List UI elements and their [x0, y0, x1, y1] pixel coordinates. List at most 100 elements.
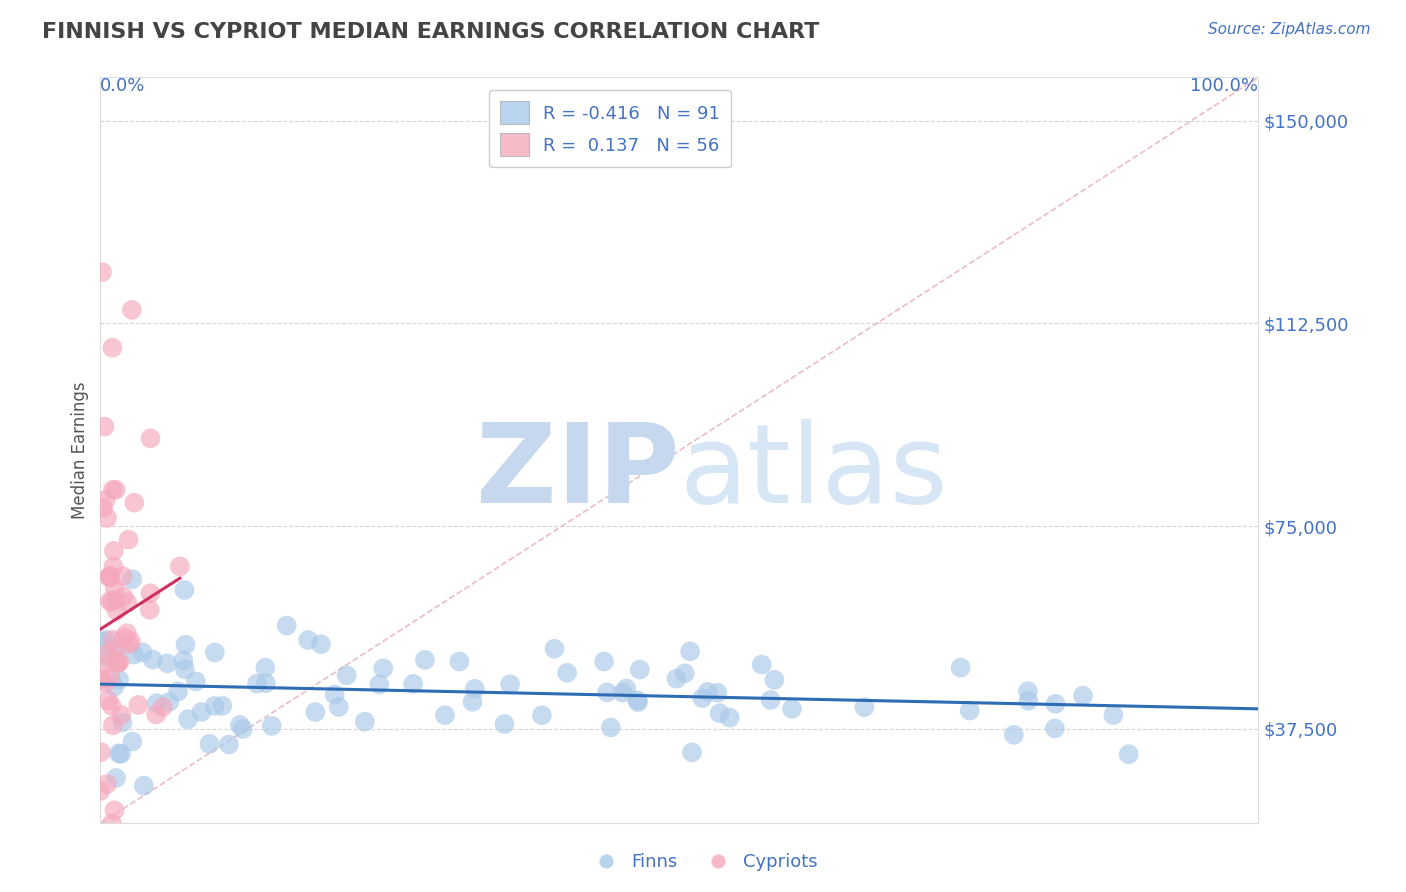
Point: [1071, 689, 1094, 703]
Point: [614, 681, 637, 696]
Point: [177, 712, 200, 726]
Point: [101, 718, 124, 732]
Point: [156, 657, 179, 671]
Y-axis label: Median Earnings: Median Earnings: [72, 382, 89, 519]
Point: [96, 647, 118, 661]
Point: [627, 695, 650, 709]
Point: [94, 492, 117, 507]
Point: [103, 559, 125, 574]
Point: [100, 698, 122, 713]
Point: [111, 715, 134, 730]
Point: [169, 559, 191, 574]
Point: [530, 708, 553, 723]
Point: [139, 431, 162, 445]
Point: [110, 708, 132, 723]
Point: [751, 657, 773, 672]
Point: [97, 693, 120, 707]
Point: [90, 672, 112, 686]
Point: [104, 592, 127, 607]
Point: [108, 655, 131, 669]
Point: [108, 673, 131, 687]
Point: [98, 570, 121, 584]
Point: [115, 595, 138, 609]
Point: [93, 419, 115, 434]
Point: [101, 860, 124, 874]
Point: [98, 670, 121, 684]
Point: [246, 676, 269, 690]
Point: [665, 672, 688, 686]
Point: [112, 631, 135, 645]
Point: [96, 511, 118, 525]
Point: [959, 704, 981, 718]
Point: [138, 603, 160, 617]
Point: [626, 693, 648, 707]
Point: [763, 673, 786, 687]
Point: [555, 665, 578, 680]
Point: [599, 721, 621, 735]
Point: [759, 693, 782, 707]
Point: [1002, 728, 1025, 742]
Text: 100.0%: 100.0%: [1191, 78, 1258, 95]
Point: [218, 738, 240, 752]
Point: [145, 707, 167, 722]
Point: [101, 341, 124, 355]
Point: [190, 705, 212, 719]
Point: [853, 700, 876, 714]
Point: [100, 595, 122, 609]
Point: [204, 645, 226, 659]
Point: [368, 677, 391, 691]
Point: [90, 745, 112, 759]
Point: [107, 656, 129, 670]
Point: [673, 666, 696, 681]
Point: [254, 676, 277, 690]
Point: [1017, 694, 1039, 708]
Point: [104, 581, 127, 595]
Point: [198, 737, 221, 751]
Point: [91, 634, 114, 648]
Point: [1118, 747, 1140, 762]
Point: [949, 660, 972, 674]
Point: [131, 645, 153, 659]
Point: [121, 302, 143, 317]
Point: [98, 568, 121, 582]
Point: [139, 586, 162, 600]
Point: [309, 637, 332, 651]
Point: [167, 684, 190, 698]
Point: [105, 656, 128, 670]
Point: [91, 500, 114, 515]
Point: [173, 654, 195, 668]
Point: [433, 708, 456, 723]
Point: [718, 710, 741, 724]
Point: [94, 632, 117, 647]
Point: [124, 496, 146, 510]
Point: [101, 632, 124, 647]
Point: [353, 714, 375, 729]
Point: [121, 734, 143, 748]
Point: [174, 662, 197, 676]
Point: [254, 660, 277, 674]
Point: [105, 771, 128, 785]
Point: [121, 572, 143, 586]
Point: [690, 691, 713, 706]
Point: [413, 653, 436, 667]
Point: [229, 718, 252, 732]
Point: [94, 650, 117, 665]
Point: [297, 633, 319, 648]
Point: [211, 698, 233, 713]
Point: [108, 747, 131, 761]
Point: [142, 652, 165, 666]
Point: [709, 706, 731, 721]
Point: [98, 571, 121, 585]
Point: [232, 722, 254, 736]
Point: [152, 700, 174, 714]
Point: [304, 705, 326, 719]
Point: [104, 483, 127, 497]
Point: [103, 803, 125, 817]
Point: [110, 747, 132, 761]
Point: [89, 784, 111, 798]
Text: atlas: atlas: [679, 419, 948, 526]
Point: [112, 590, 135, 604]
Point: [373, 661, 395, 675]
Point: [696, 685, 718, 699]
Point: [328, 700, 350, 714]
